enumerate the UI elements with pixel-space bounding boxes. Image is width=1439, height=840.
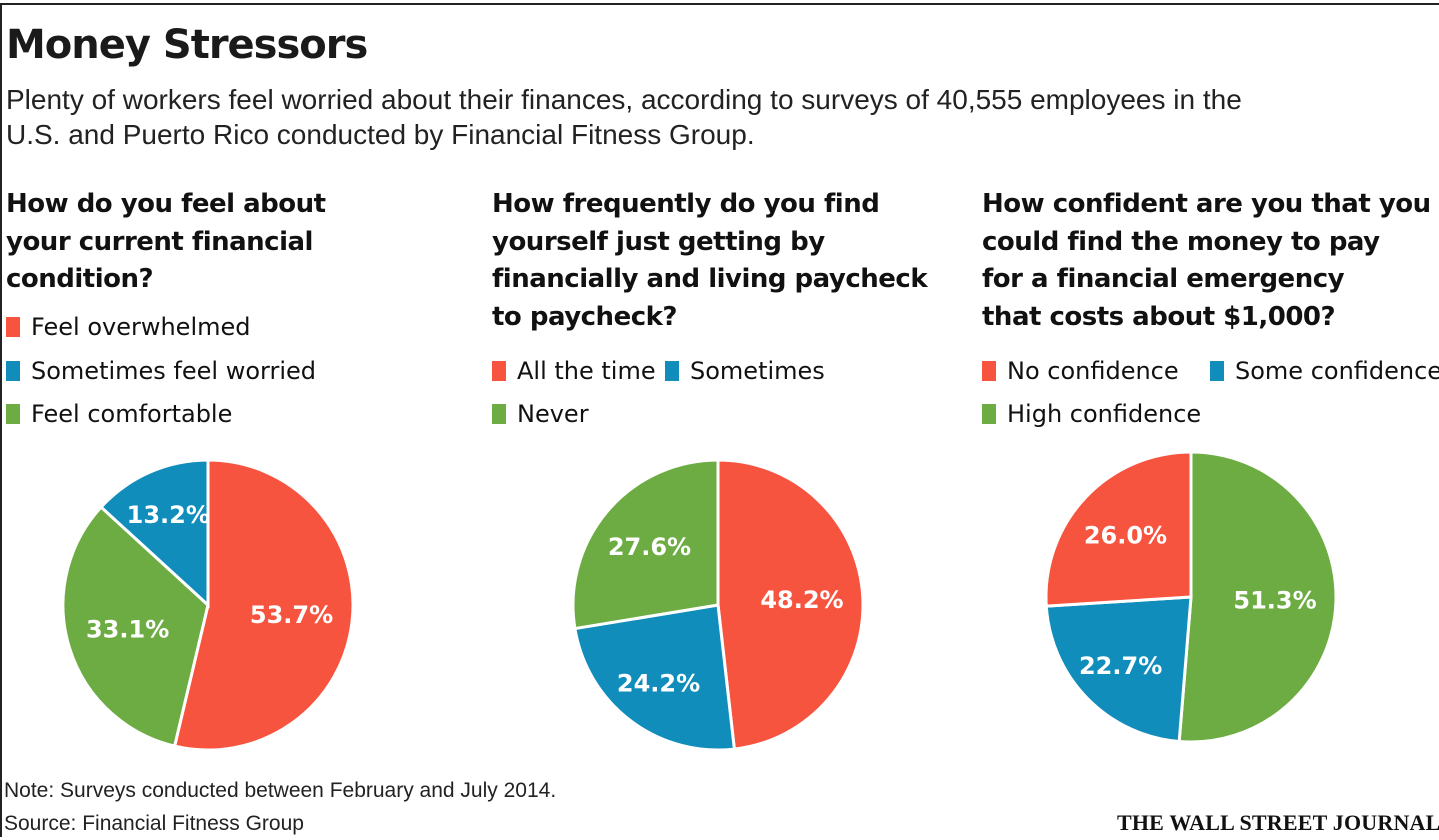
pie-slice-sometimes	[573, 603, 737, 752]
chart-panel-paycheck-frequency: How frequently do you find yourself just…	[492, 186, 952, 756]
pie-chart-paycheck-frequency: 48.2% 24.2% 27.6%	[571, 458, 865, 752]
pie-value-label-sometimes: 24.2%	[617, 670, 700, 698]
pie-chart-emergency-confidence: 51.3% 22.7% 26.0%	[1044, 450, 1338, 744]
top-rule	[0, 3, 1439, 5]
legend-label: Sometimes feel worried	[31, 357, 316, 385]
legend-label: Never	[517, 400, 589, 428]
legend-label: No confidence	[1007, 357, 1179, 385]
legend-swatch	[6, 317, 20, 337]
legend-label: Some confidence	[1235, 357, 1439, 385]
legend-swatch	[1210, 361, 1224, 381]
legend-item-feel-overwhelmed: Feel overwhelmed	[6, 313, 251, 341]
pie-value-label-some-confidence: 22.7%	[1079, 652, 1162, 680]
pie-chart-financial-condition: 53.7% 33.1% 13.2%	[61, 458, 355, 752]
legend-item-feel-comfortable: Feel comfortable	[6, 400, 232, 428]
chart-legend: No confidence Some confidence High confi…	[982, 186, 1439, 436]
legend-item-sometimes-feel-worried: Sometimes feel worried	[6, 357, 316, 385]
page-title: Money Stressors	[6, 22, 368, 68]
legend-swatch	[6, 361, 20, 381]
pie-slice-feel-overwhelmed	[172, 458, 355, 752]
pie-slice-high-confidence	[1177, 450, 1338, 744]
note-text: Note: Surveys conducted between February…	[4, 779, 557, 802]
legend-item-all-the-time: All the time	[492, 357, 656, 385]
legend-swatch	[492, 404, 506, 424]
legend-swatch	[982, 361, 996, 381]
legend-swatch	[665, 361, 679, 381]
pie-slice-all-the-time	[716, 458, 865, 751]
chart-panel-financial-condition: How do you feel about your current finan…	[6, 186, 466, 756]
pie-value-label-high-confidence: 51.3%	[1233, 586, 1316, 614]
chart-question: How confident are you that you could fin…	[982, 189, 1431, 332]
chart-question: How frequently do you find yourself just…	[492, 189, 928, 332]
pie-value-label-never: 27.6%	[608, 533, 691, 561]
legend-item-never: Never	[492, 400, 589, 428]
source-text: Source: Financial Fitness Group	[4, 812, 304, 835]
footnote: Note: Surveys conducted between February…	[4, 774, 556, 840]
chart-legend: All the time Sometimes Never	[492, 186, 952, 436]
legend-label: All the time	[517, 357, 656, 385]
legend-item-sometimes: Sometimes	[665, 357, 825, 385]
legend-swatch	[982, 404, 996, 424]
pie-value-label-feel-comfortable: 33.1%	[86, 616, 169, 644]
pie-value-label-no-confidence: 26.0%	[1084, 521, 1167, 549]
page-subtitle: Plenty of workers feel worried about the…	[6, 84, 1242, 150]
legend-swatch	[6, 404, 20, 424]
pie-value-label-feel-overwhelmed: 53.7%	[250, 601, 333, 629]
chart-panel-emergency-confidence: How confident are you that you could fin…	[982, 186, 1439, 756]
legend-swatch	[492, 361, 506, 381]
legend-item-no-confidence: No confidence	[982, 357, 1179, 385]
pie-slice-never	[571, 458, 720, 631]
legend-label: Sometimes	[690, 357, 825, 385]
legend-label: Feel comfortable	[31, 400, 233, 428]
chart-legend: Feel overwhelmed Sometimes feel worried …	[6, 186, 466, 436]
pie-slice-feel-comfortable	[61, 504, 210, 748]
publisher-logo: THE WALL STREET JOURNAL.	[1117, 810, 1439, 835]
pie-slice-no-confidence	[1044, 450, 1193, 608]
left-rule	[0, 3, 2, 837]
legend-item-some-confidence: Some confidence	[1210, 357, 1439, 385]
legend-label: Feel overwhelmed	[31, 313, 251, 341]
chart-question: How do you feel about your current finan…	[6, 189, 326, 294]
pie-value-label-all-the-time: 48.2%	[760, 586, 843, 614]
pie-value-label-sometimes-feel-worried: 13.2%	[127, 501, 210, 529]
pie-slice-some-confidence	[1044, 595, 1193, 744]
legend-label: High confidence	[1007, 400, 1202, 428]
pie-slice-sometimes-feel-worried	[98, 458, 210, 609]
legend-item-high-confidence: High confidence	[982, 400, 1201, 428]
